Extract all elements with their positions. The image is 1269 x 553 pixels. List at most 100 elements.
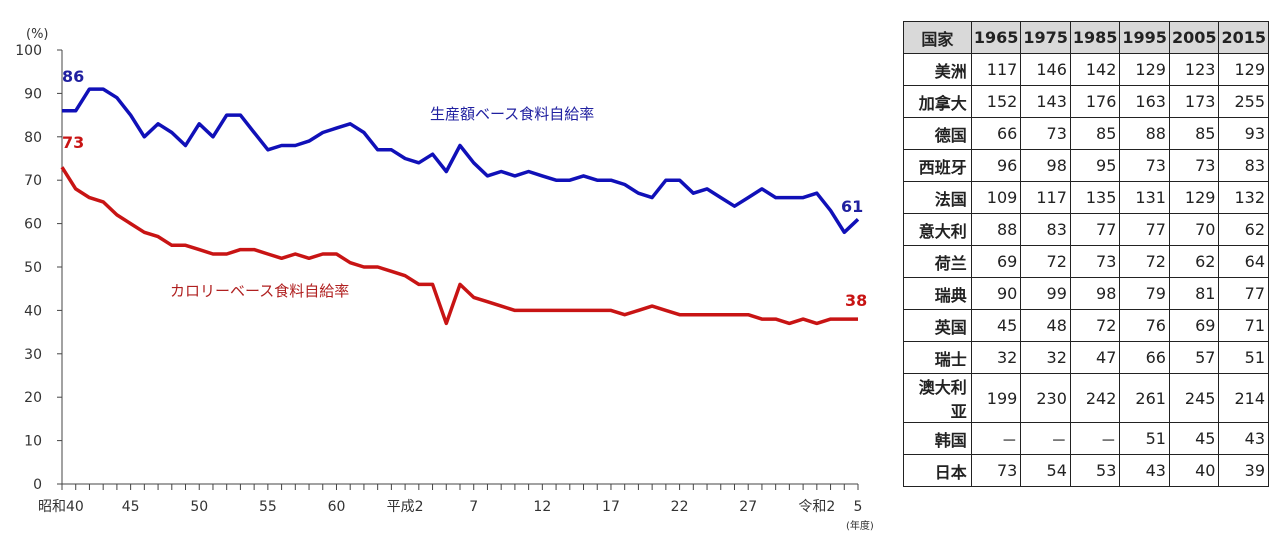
value-cell: 199 [970,373,1022,423]
value-cell: 85 [1168,117,1220,150]
x-tick-label: 12 [533,499,551,515]
y-tick-label: 90 [24,86,42,102]
country-cell: 德国 [903,117,972,150]
table-header-row: 国家 1965 1975 1985 1995 2005 2015 [903,21,1269,54]
value-cell: 135 [1069,181,1121,214]
series-line-1 [62,87,860,235]
value-cell: 230 [1020,373,1071,423]
value-cell: 40 [1168,454,1220,487]
value-cell: 73 [1020,117,1071,150]
y-tick-label: 60 [24,217,42,233]
x-tick-label: 5 [854,499,863,515]
value-cell: 123 [1168,53,1220,86]
value-cell: 163 [1119,85,1170,118]
header-year: 1985 [1069,21,1121,54]
y-tick-label: 0 [33,477,42,493]
value-cell: 57 [1168,341,1220,374]
x-tick-label: 昭和40 [38,499,84,515]
table-row: 加拿大 152 143 176 163 173 255 [903,85,1269,118]
value-cell: 245 [1168,373,1220,423]
table-row: 韩国－－－ 51 45 43 [903,422,1269,455]
value-cell: 95 [1069,149,1121,182]
value-cell: 32 [970,341,1022,374]
value-cell: 88 [970,213,1022,246]
value-cell: 99 [1020,277,1071,310]
table-row: 瑞士 32 32 47 66 57 51 [903,341,1269,374]
table-row: 法国 109 117 135 131 129 132 [903,181,1269,214]
table-row: 荷兰 69 72 73 72 62 64 [903,245,1269,278]
country-cell: 瑞典 [903,277,972,310]
annotation-end-calorie: 38 [845,291,867,310]
value-cell: 66 [1119,341,1170,374]
x-tick-label: 50 [190,499,208,515]
x-tick-label: 45 [122,499,140,515]
header-year: 1975 [1020,21,1071,54]
value-cell: 132 [1218,181,1269,214]
value-cell: 242 [1069,373,1121,423]
value-cell: 98 [1069,277,1121,310]
value-cell: 173 [1168,85,1220,118]
value-cell: 51 [1218,341,1269,374]
header-year: 1965 [970,21,1022,54]
y-tick-label: 20 [24,390,42,406]
country-cell: 加拿大 [903,85,972,118]
value-cell: － [970,422,1022,455]
x-tick-label: 平成2 [387,499,424,515]
table-row: 美洲 117 146 142 129 123 129 [903,53,1269,86]
value-cell: 47 [1069,341,1121,374]
value-cell: 73 [970,454,1022,487]
value-cell: 76 [1119,309,1170,342]
header-year: 2005 [1168,21,1220,54]
x-tick-label: 55 [259,499,277,515]
value-cell: 142 [1069,53,1121,86]
value-cell: 77 [1218,277,1269,310]
y-tick-label: 100 [15,43,42,59]
value-cell: 146 [1020,53,1071,86]
y-tick-label: 40 [24,303,42,319]
value-cell: 152 [970,85,1022,118]
value-cell: 45 [1168,422,1220,455]
value-cell: 72 [1119,245,1170,278]
value-cell: 85 [1069,117,1121,150]
header-year: 2015 [1218,21,1269,54]
value-cell: 70 [1168,213,1220,246]
value-cell: 129 [1119,53,1170,86]
country-cell: 意大利 [903,213,972,246]
x-tick-label: 令和2 [798,499,835,515]
value-cell: 143 [1020,85,1071,118]
y-tick-label: 50 [24,260,42,276]
x-tick-label: 60 [328,499,346,515]
value-cell: 72 [1020,245,1071,278]
value-cell: 129 [1218,53,1269,86]
annotation-start-calorie: 73 [62,133,84,152]
country-comparison-table: 国家 1965 1975 1985 1995 2005 2015 美洲 117 14… [903,21,1269,487]
country-cell: 澳大利亚 [903,373,972,423]
value-cell: 176 [1069,85,1121,118]
value-cell: 98 [1020,149,1071,182]
value-cell: 73 [1168,149,1220,182]
value-cell: 88 [1119,117,1170,150]
country-cell: 瑞士 [903,341,972,374]
header-year: 1995 [1119,21,1170,54]
value-cell: 214 [1218,373,1269,423]
value-cell: 255 [1218,85,1269,118]
value-cell: 69 [970,245,1022,278]
annotation-end-production: 61 [841,197,863,216]
y-tick-label: 80 [24,130,42,146]
x-tick-label: 27 [739,499,757,515]
value-cell: 64 [1218,245,1269,278]
country-cell: 荷兰 [903,245,972,278]
value-cell: 81 [1168,277,1220,310]
value-cell: 90 [970,277,1022,310]
value-cell: 43 [1119,454,1170,487]
table-body: 美洲 117 146 142 129 123 129 加拿大 152 143 176 163 173 25… [903,53,1269,487]
value-cell: 117 [970,53,1022,86]
food-self-sufficiency-chart: 0 10 20 30 40 50 60 70 80 90 100(%) 昭和40 45 50 55 60 平成2… [15,27,874,532]
x-unit-label: (年度) [846,519,874,532]
value-cell: 73 [1119,149,1170,182]
value-cell: 77 [1069,213,1121,246]
value-cell: 73 [1069,245,1121,278]
country-cell: 英国 [903,309,972,342]
value-cell: 129 [1168,181,1220,214]
value-cell: 53 [1069,454,1121,487]
